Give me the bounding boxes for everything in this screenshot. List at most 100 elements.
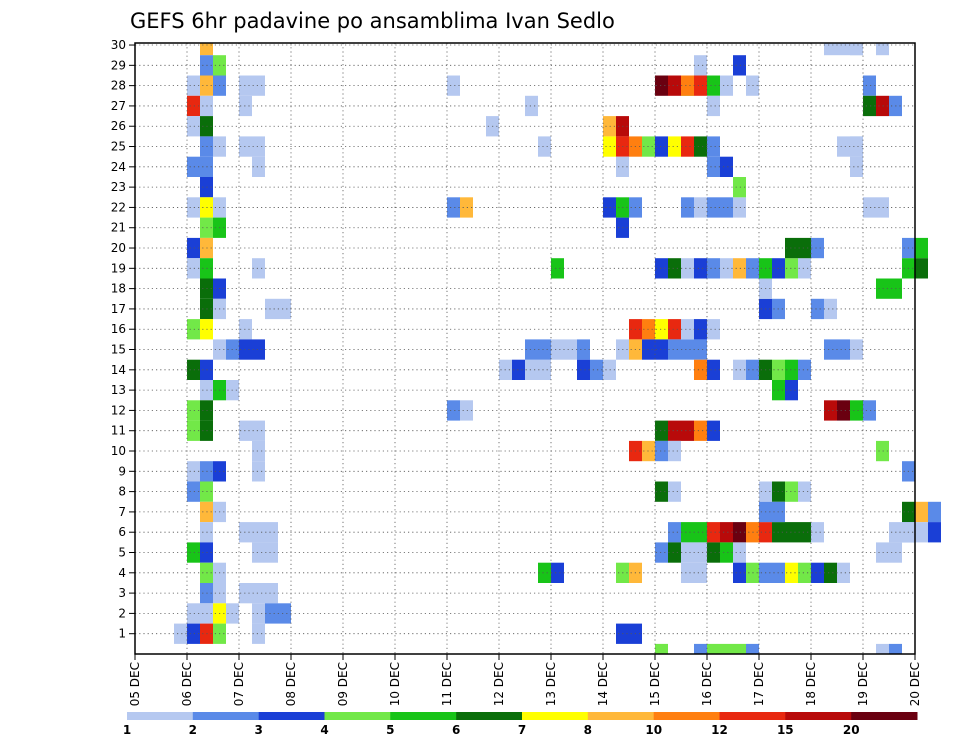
x-tick-label: 13 DEC [544, 662, 558, 706]
precip-cell [577, 359, 590, 380]
precip-cell [889, 643, 902, 654]
precip-cell [694, 420, 707, 441]
precip-cell [187, 116, 200, 137]
precip-cell [668, 319, 681, 340]
x-tick-label: 17 DEC [752, 662, 766, 706]
precip-cell [811, 562, 824, 583]
x-tick-label: 16 DEC [700, 662, 714, 706]
precip-cell [603, 136, 616, 157]
y-tick-label: 13 [111, 383, 126, 397]
precip-cell [252, 623, 265, 644]
precip-cell [668, 522, 681, 543]
precip-cell [694, 643, 707, 654]
precip-cell [447, 75, 460, 96]
x-tick-label: 20 DEC [908, 662, 922, 706]
precip-cell [915, 501, 928, 523]
precip-cell [785, 359, 798, 380]
y-tick-label: 8 [118, 485, 126, 499]
precip-cell [655, 136, 668, 157]
precip-cell [707, 522, 720, 543]
precip-cell [694, 75, 707, 96]
y-tick-label: 2 [118, 606, 126, 620]
precip-cell [785, 258, 798, 279]
legend-swatch [851, 712, 918, 720]
precip-cell [876, 95, 889, 117]
y-tick-label: 5 [118, 546, 126, 560]
y-tick-label: 29 [111, 58, 126, 72]
y-axis: 1234567891011121314151617181920212223242… [111, 38, 135, 641]
y-tick-label: 6 [118, 525, 126, 539]
precip-cell [512, 359, 525, 380]
precip-cell [668, 339, 707, 360]
legend-swatch [324, 712, 391, 720]
legend-swatch [258, 712, 325, 720]
y-tick-label: 26 [111, 119, 126, 133]
precip-cell [655, 481, 668, 502]
y-tick-label: 18 [111, 282, 126, 296]
precip-cell [876, 542, 902, 563]
precip-cell [577, 339, 590, 360]
precip-cell [733, 522, 746, 543]
x-axis: 05 DEC 06 DEC 07 DEC 08 DEC 09 DEC 10 DEC 11 D… [128, 654, 922, 706]
precip-cell [798, 258, 811, 279]
precip-cell [187, 461, 200, 482]
legend-swatch [653, 712, 720, 720]
precip-cell [707, 156, 720, 177]
x-tick-label: 10 DEC [388, 662, 402, 706]
legend-swatch [785, 712, 852, 720]
precip-cell [733, 197, 746, 218]
precip-cell [239, 136, 265, 157]
precip-cell [694, 55, 707, 76]
y-tick-label: 19 [111, 261, 126, 275]
precip-cell [863, 197, 889, 218]
x-tick-label: 18 DEC [804, 662, 818, 706]
precip-cell [525, 95, 538, 117]
precip-cell [525, 339, 551, 360]
precip-cell [616, 623, 642, 644]
precip-cell [694, 197, 707, 218]
precip-cell [811, 522, 824, 543]
precip-cell [655, 258, 668, 279]
x-tick-label: 15 DEC [648, 662, 662, 706]
precip-cell [811, 298, 824, 320]
precip-cell [187, 623, 200, 644]
legend-swatch [127, 712, 194, 720]
x-tick-label: 06 DEC [180, 662, 194, 706]
precip-cell [668, 258, 681, 279]
precip-cell [798, 359, 811, 380]
legend-label: 10 [645, 723, 662, 737]
y-tick-label: 17 [111, 302, 126, 316]
precip-cell [655, 75, 668, 96]
precip-cell [447, 197, 460, 218]
precip-cell [668, 542, 681, 563]
y-tick-label: 23 [111, 180, 126, 194]
precip-cell [252, 258, 265, 279]
precip-cell [811, 237, 824, 259]
chart-title: GEFS 6hr padavine po ansamblima Ivan Sed… [130, 9, 615, 33]
y-tick-label: 27 [111, 99, 126, 113]
precip-cell [460, 197, 473, 218]
precip-cell [876, 278, 902, 299]
precip-cell [525, 359, 538, 380]
precip-cells [174, 43, 941, 654]
x-tick-label: 08 DEC [284, 662, 298, 706]
precip-cell [707, 258, 720, 279]
precip-cell [187, 95, 200, 117]
precip-cell [798, 562, 811, 583]
precip-cell [239, 95, 252, 117]
x-tick-label: 05 DEC [128, 662, 142, 706]
x-tick-label: 07 DEC [232, 662, 246, 706]
precip-cell [239, 583, 278, 604]
precip-cell [551, 562, 564, 583]
precip-cell [837, 562, 850, 583]
precip-cell [200, 43, 213, 56]
precip-cell [798, 481, 811, 502]
precip-cell [603, 116, 616, 137]
precip-cell [863, 75, 876, 96]
y-tick-label: 30 [111, 38, 126, 52]
y-tick-label: 10 [111, 444, 126, 458]
precip-cell [681, 197, 694, 218]
precip-cell [551, 258, 564, 279]
y-tick-label: 25 [111, 140, 126, 154]
